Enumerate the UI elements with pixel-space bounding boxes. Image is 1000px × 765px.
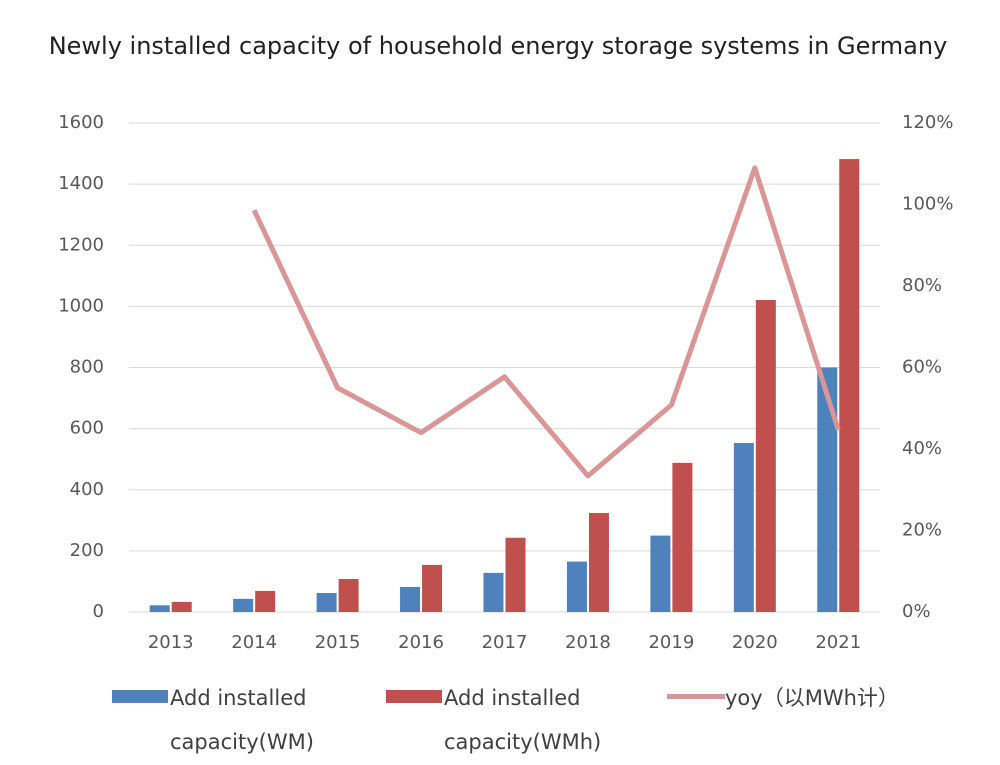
bar [588, 512, 609, 612]
y-tick-label: 200 [70, 540, 104, 561]
x-tick-label: 2013 [148, 632, 194, 653]
bar [149, 605, 170, 612]
legend-swatch [386, 690, 442, 703]
y-tick-label: 600 [70, 418, 104, 439]
x-tick-label: 2019 [648, 632, 694, 653]
bar [400, 586, 421, 612]
y2-tick-label: 100% [902, 194, 953, 215]
line [251, 165, 841, 479]
x-tick-label: 2015 [315, 632, 361, 653]
x-tick-label: 2018 [565, 632, 611, 653]
y-tick-label: 0 [93, 601, 104, 622]
bar [839, 159, 860, 612]
y-tick-label: 800 [70, 357, 104, 378]
legend-swatch [112, 690, 168, 703]
bar [505, 537, 526, 612]
y-tick-label: 1600 [58, 112, 104, 133]
x-tick-label: 2020 [732, 632, 778, 653]
y-tick-label: 1200 [58, 234, 104, 255]
y-tick-label: 1000 [58, 295, 104, 316]
y2-tick-label: 120% [902, 112, 953, 133]
y2-tick-label: 0% [902, 601, 931, 622]
y2-tick-label: 60% [902, 357, 942, 378]
x-tick-label: 2017 [482, 632, 528, 653]
legend-label: Add installed capacity(WMh) [444, 686, 602, 754]
chart-title: Newly installed capacity of household en… [49, 32, 948, 60]
y-tick-label: 1400 [58, 173, 104, 194]
legend-label: Add installed capacity(WM) [170, 686, 314, 754]
bar [566, 561, 587, 612]
y2-tick-label: 80% [902, 275, 942, 296]
legend-label: yoy（以MWh计） [725, 686, 899, 710]
x-tick-label: 2016 [398, 632, 444, 653]
bar [672, 462, 693, 612]
bar [817, 367, 838, 612]
y2-tick-label: 20% [902, 520, 942, 541]
bar [255, 590, 276, 612]
bar [338, 578, 359, 612]
bar [233, 598, 254, 612]
legend-swatch [667, 694, 725, 699]
bar [650, 535, 671, 612]
bar [755, 299, 776, 612]
x-tick-label: 2014 [231, 632, 277, 653]
bar [171, 601, 192, 612]
bar [483, 572, 504, 612]
y-tick-label: 400 [70, 479, 104, 500]
bar [422, 564, 443, 612]
bar [316, 593, 337, 612]
bar [733, 442, 754, 612]
y2-tick-label: 40% [902, 438, 942, 459]
x-tick-label: 2021 [815, 632, 861, 653]
